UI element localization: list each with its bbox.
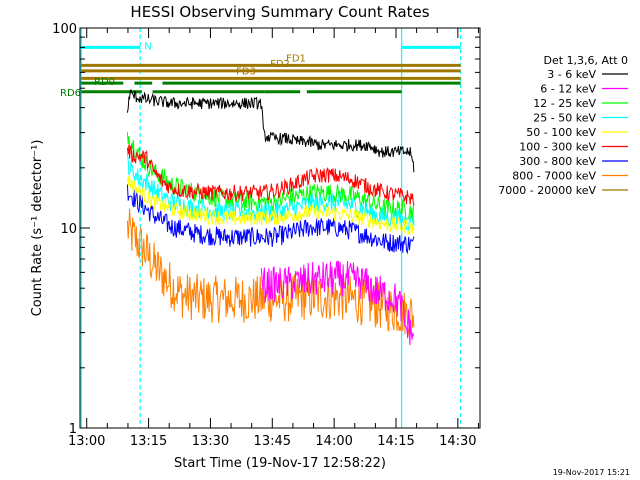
x-tick-label: 14:30 [439,434,476,449]
x-tick-label: 13:45 [254,434,291,449]
legend-label-6-12-kev: 6 - 12 keV [540,83,596,96]
x-tick-label: 14:00 [315,434,352,449]
series-line-100-300-kev [126,144,415,206]
axes-layer: 1 10 100 13:00 13:15 13:30 13:45 14:00 14:15 14:3… [52,22,480,449]
flag-label-fd3: FD3 [236,66,256,77]
legend-label-50-100-kev: 50 - 100 keV [526,126,596,139]
legend-label-300-800-kev: 300 - 800 keV [519,155,596,168]
legend-label-100-300-kev: 100 - 300 keV [519,141,596,154]
series-line-50-100-kev [126,175,415,235]
flag-label-rd0: RD0 [94,77,115,88]
flag-label-n: N [144,41,151,52]
legend-label-800-7000-kev: 800 - 7000 keV [512,170,596,183]
flag-label-rd6: RD6 [60,88,81,99]
y-tick-label: 10 [60,222,77,237]
legend-label-3-6-kev: 3 - 6 keV [547,68,596,81]
series-line-25-50-kev [126,153,415,233]
legend-label-25-50-kev: 25 - 50 keV [533,112,596,125]
legend-title: Det 1,3,6, Att 0 [544,54,628,67]
series-line-12-25-kev [126,132,415,222]
series-line-6-12-kev [260,259,415,346]
y-axis-label: Count Rate (s⁻¹ detector⁻¹) [30,140,45,317]
x-tick-label: 13:15 [130,434,167,449]
flag-label-fd2: FD2 [270,59,290,70]
legend-label-7000-20000-kev: 7000 - 20000 keV [498,184,596,197]
chart-title: HESSI Observing Summary Count Rates [130,3,429,21]
x-tick-label: 13:30 [192,434,229,449]
series-line-3-6-kev [126,89,415,173]
footer-timestamp: 19-Nov-2017 15:21 [553,468,630,477]
series-line-300-800-kev [126,184,415,255]
x-axis-label: Start Time (19-Nov-17 12:58:22) [174,456,386,471]
x-tick-label: 13:00 [68,434,105,449]
flag-label-fd1: FD1 [286,53,306,64]
x-tick-label: 14:15 [377,434,414,449]
y-tick-label: 100 [52,22,77,37]
legend-label-12-25-kev: 12 - 25 keV [533,97,596,110]
y-tick-label: 1 [69,422,77,437]
